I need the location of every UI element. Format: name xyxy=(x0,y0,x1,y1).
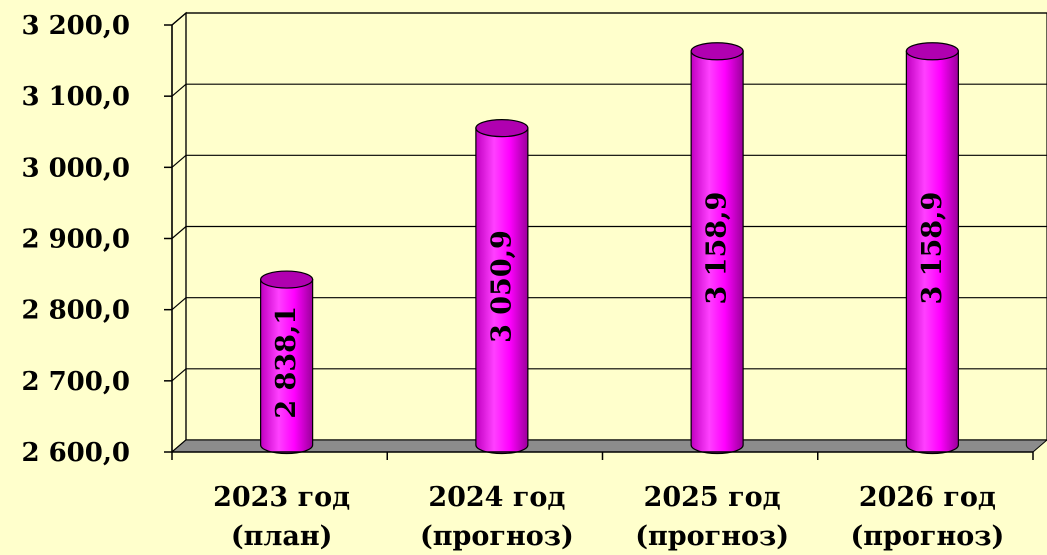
bar-top xyxy=(690,42,744,61)
data-label: 3 158,9 xyxy=(917,192,948,305)
x-tick-label: 2025 год xyxy=(644,482,781,513)
y-tick-label: 2 800,0 xyxy=(21,296,130,326)
bar: 3 050,9 xyxy=(475,119,529,455)
gridline-side xyxy=(171,12,187,26)
bar-top xyxy=(260,270,314,289)
y-tick-label: 2 900,0 xyxy=(21,225,130,255)
gridline-side xyxy=(171,368,187,382)
x-tick-label-sub: (прогноз) xyxy=(635,521,789,552)
bar-body xyxy=(475,127,529,455)
bar-top xyxy=(475,119,529,138)
x-tick-label-sub: (прогноз) xyxy=(420,521,574,552)
bar: 3 158,9 xyxy=(690,42,744,455)
x-axis: 2023 год (план) 2024 год (прогноз) 2025 год (… xyxy=(171,451,1034,552)
y-tick-label: 3 000,0 xyxy=(21,153,130,183)
x-tick-label-sub: (прогноз) xyxy=(851,521,1005,552)
bar-body xyxy=(690,50,744,455)
data-label: 3 050,9 xyxy=(486,230,517,343)
y-tick-label: 3 100,0 xyxy=(21,82,130,112)
y-tick-label: 3 200,0 xyxy=(21,11,130,41)
y-tick-label: 2 600,0 xyxy=(21,438,130,468)
bars: 2 838,1 3 050,9 3 158,9 3 158,9 xyxy=(260,42,959,455)
y-tick-label: 2 700,0 xyxy=(21,367,130,397)
data-label: 2 838,1 xyxy=(271,306,302,419)
bar-top xyxy=(905,42,959,61)
gridline-side xyxy=(171,83,187,97)
bar: 3 158,9 xyxy=(905,42,959,455)
x-tick-label: 2023 год xyxy=(213,482,350,513)
gridline-side xyxy=(171,154,187,168)
x-tick-label: 2026 год xyxy=(859,482,996,513)
bar: 2 838,1 xyxy=(260,270,314,455)
gridline-side xyxy=(171,297,187,311)
bar-body xyxy=(905,50,959,455)
x-tick-label: 2024 год xyxy=(428,482,565,513)
data-label: 3 158,9 xyxy=(702,192,733,305)
x-tick-label-sub: (план) xyxy=(231,521,333,552)
bar-body xyxy=(260,278,314,455)
y-axis: 2 600,0 2 700,0 2 800,0 2 900,0 3 000,0 3 100… xyxy=(21,11,173,468)
gridline-side xyxy=(171,226,187,239)
